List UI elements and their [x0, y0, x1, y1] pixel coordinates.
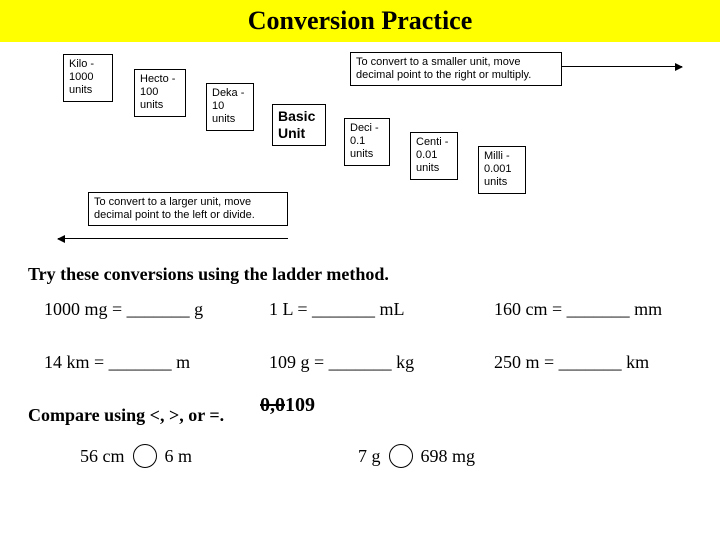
compare-circle[interactable]: [389, 444, 413, 468]
handwritten-struck: 0,0: [260, 394, 285, 416]
box-milli: Milli - 0.001 units: [478, 146, 526, 194]
box-basic: Basic Unit: [272, 104, 326, 146]
problem-row: 1000 mg = _______ g 1 L = _______ mL 160…: [44, 299, 720, 320]
compare-left: 56 cm: [80, 446, 125, 467]
problem-cell: 14 km = _______ m: [44, 352, 269, 373]
instructions-conversions: Try these conversions using the ladder m…: [28, 264, 720, 285]
box-hecto: Hecto - 100 units: [134, 69, 186, 117]
tip-right: To convert to a smaller unit, move decim…: [350, 52, 562, 86]
box-centi: Centi - 0.01 units: [410, 132, 458, 180]
problem-row: 14 km = _______ m 109 g = _______ kg 250…: [44, 352, 720, 373]
instructions-compare: Compare using <, >, or =.: [28, 405, 720, 426]
compare-right: 6 m: [165, 446, 193, 467]
problem-cell: 1 L = _______ mL: [269, 299, 494, 320]
arrow-right-icon: [562, 66, 682, 67]
compare-right: 698 mg: [421, 446, 476, 467]
compare-row: 56 cm 6 m 7 g 698 mg: [80, 444, 720, 468]
compare-circle[interactable]: [133, 444, 157, 468]
problem-cell: 250 m = _______ km: [494, 352, 719, 373]
ladder-diagram: Kilo - 1000 units Hecto - 100 units Deka…: [10, 46, 710, 256]
problem-cell: 109 g = _______ kg: [269, 352, 494, 373]
handwritten-answer: 0,0109: [260, 394, 315, 417]
box-kilo: Kilo - 1000 units: [63, 54, 113, 102]
problem-cell: 1000 mg = _______ g: [44, 299, 269, 320]
handwritten-text: 109: [285, 394, 315, 416]
problem-cell: 160 cm = _______ mm: [494, 299, 719, 320]
problems-grid: 1000 mg = _______ g 1 L = _______ mL 160…: [44, 299, 720, 373]
page-title: Conversion Practice: [0, 0, 720, 42]
box-deci: Deci - 0.1 units: [344, 118, 390, 166]
box-deka: Deka - 10 units: [206, 83, 254, 131]
tip-left: To convert to a larger unit, move decima…: [88, 192, 288, 226]
arrow-left-icon: [58, 238, 288, 239]
compare-left: 7 g: [358, 446, 381, 467]
